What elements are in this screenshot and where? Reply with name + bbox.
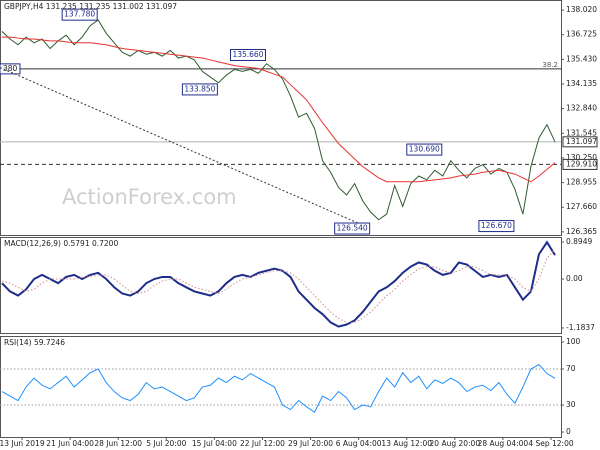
x-tick-label: 4 Sep 12:00: [528, 439, 574, 448]
panel-title: RSI(14) 59.7246: [4, 338, 65, 347]
x-tick-label: 29 Jul 20:00: [288, 439, 333, 448]
price-label-box: [562, 136, 598, 148]
y-tick-label: 127.660: [566, 202, 597, 211]
annotation-box: [61, 8, 98, 21]
level-label: 38.2: [542, 61, 558, 69]
price-label: 131.097: [566, 137, 597, 146]
x-tick-label: 21 Jun 04:00: [46, 439, 94, 448]
rsi-panel: [0, 336, 562, 438]
level-label-box: [0, 63, 21, 75]
series-line: [1, 248, 556, 323]
series-line: [2, 36, 556, 183]
y-tick-label: 0.00: [566, 274, 583, 283]
y-tick-label: 132.840: [566, 104, 597, 113]
annotation-box: [478, 220, 515, 233]
annotation: 135.660: [232, 50, 263, 59]
panel-title: GBPJPY,H4 131.235 131.235 131.002 131.09…: [4, 2, 177, 11]
annotation-box: [181, 83, 218, 96]
x-tick-label: 13 Aug 12:00: [381, 439, 432, 448]
y-tick-label: 138.020: [566, 5, 597, 14]
macd-panel: [0, 237, 562, 334]
y-tick-label: 70: [566, 364, 576, 373]
annotation-box: [406, 143, 443, 156]
series-line: [1, 19, 556, 221]
y-tick-label: 135.430: [566, 54, 597, 63]
x-tick-label: 5 Jul 20:00: [146, 439, 186, 448]
annotation: 133.850: [184, 84, 215, 93]
annotation: 126.670: [481, 221, 512, 230]
x-tick-label: 6 Aug 04:00: [336, 439, 382, 448]
y-tick-label: 126.365: [566, 227, 597, 236]
level-label: 380: [3, 64, 18, 73]
x-tick-label: 13 Jun 2019: [0, 439, 45, 448]
series-line: [1, 240, 556, 328]
price-panel: [0, 0, 562, 236]
watermark: ActionForex.com: [62, 185, 237, 209]
annotation-box: [229, 48, 266, 61]
panel-title: MACD(12,26,9) 0.5791 0.7200: [4, 239, 118, 248]
series-line: [1, 363, 556, 413]
annotation: 126.540: [337, 224, 368, 233]
y-tick-label: 134.135: [566, 79, 597, 88]
y-tick-label: -1.1837: [566, 323, 595, 332]
y-tick-label: 130.250: [566, 153, 597, 162]
trend-line: [0, 67, 371, 229]
x-tick-label: 15 Jul 04:00: [192, 439, 237, 448]
y-tick-label: 100: [566, 337, 581, 346]
y-tick-label: 131.545: [566, 128, 597, 137]
x-tick-label: 28 Jun 12:00: [94, 439, 142, 448]
y-tick-label: 128.955: [566, 178, 597, 187]
x-tick-label: 28 Aug 04:00: [478, 439, 529, 448]
price-label-box: [562, 158, 598, 170]
annotation: 137.780: [64, 10, 95, 19]
x-tick-label: 22 Jul 12:00: [240, 439, 285, 448]
annotation-box: [334, 222, 371, 235]
y-tick-label: 30: [566, 400, 576, 409]
price-label: 129.910: [566, 159, 597, 168]
y-tick-label: 0: [566, 427, 571, 436]
y-tick-label: 0.8949: [566, 237, 592, 246]
x-tick-label: 20 Aug 20:00: [430, 439, 481, 448]
y-tick-label: 136.725: [566, 30, 597, 39]
annotation: 130.690: [409, 145, 440, 154]
